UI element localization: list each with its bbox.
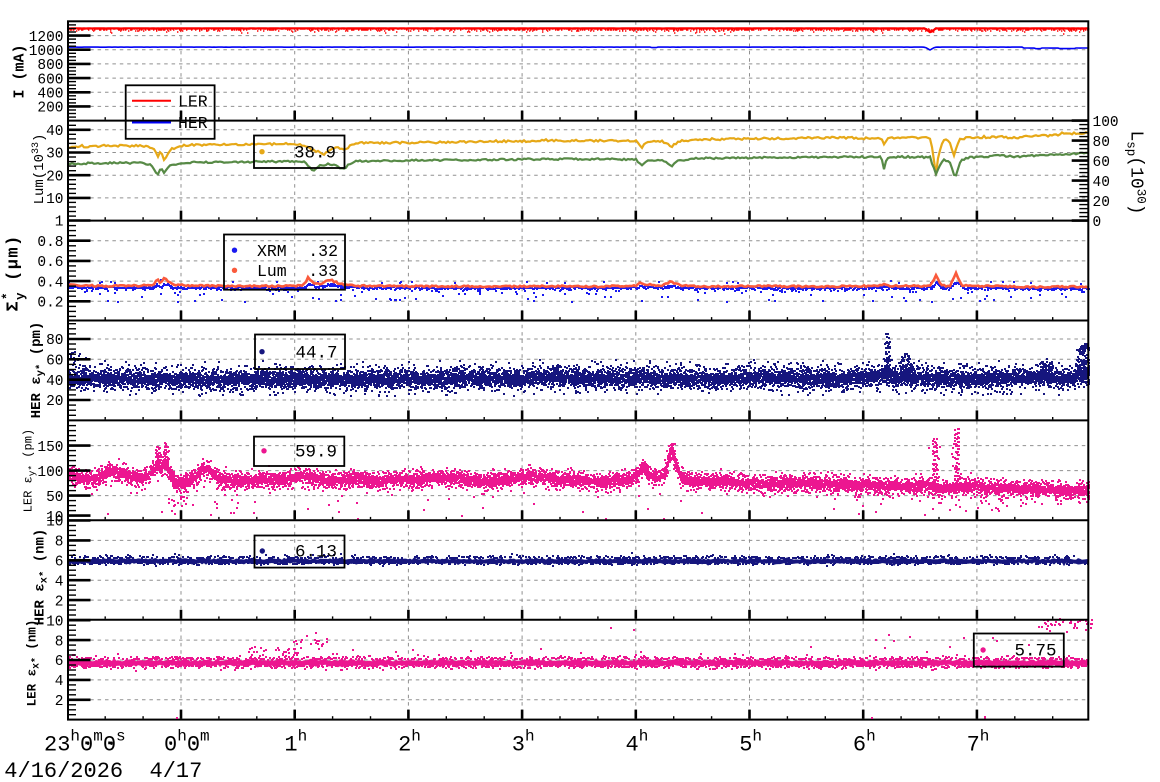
svg-text:400: 400 — [37, 87, 63, 103]
svg-text:7h: 7h — [967, 728, 990, 758]
svg-text:XRM: XRM — [257, 242, 287, 261]
svg-text:0.4: 0.4 — [37, 275, 63, 291]
svg-text:100: 100 — [1093, 115, 1119, 131]
svg-text:50: 50 — [46, 490, 63, 506]
svg-text:20: 20 — [46, 394, 63, 410]
svg-text:10: 10 — [46, 192, 63, 208]
svg-text:40: 40 — [46, 124, 63, 140]
svg-text:.32: .32 — [308, 242, 338, 261]
svg-text:100: 100 — [37, 465, 63, 481]
svg-text:3h: 3h — [512, 728, 535, 758]
svg-text:HER: HER — [178, 114, 208, 133]
svg-text:20: 20 — [46, 169, 63, 185]
svg-text:44.7: 44.7 — [295, 343, 337, 363]
svg-text:4: 4 — [55, 674, 64, 690]
svg-text:LER: LER — [178, 92, 208, 111]
svg-text:60: 60 — [1093, 155, 1110, 171]
svg-text:1: 1 — [55, 215, 64, 231]
svg-text:8: 8 — [55, 535, 64, 551]
svg-text:LER εx* (nm): LER εx* (nm) — [26, 620, 42, 707]
svg-text:6: 6 — [55, 654, 64, 670]
svg-text:6h: 6h — [853, 728, 876, 758]
svg-text:.33: .33 — [308, 262, 338, 281]
svg-text:0h0m: 0h0m — [164, 728, 210, 758]
svg-text:LER εy* (pm): LER εy* (pm) — [22, 429, 38, 512]
svg-text:150: 150 — [37, 440, 63, 456]
svg-text:40: 40 — [1093, 175, 1110, 191]
svg-text:6: 6 — [55, 555, 64, 571]
svg-text:59.9: 59.9 — [295, 443, 337, 463]
svg-text:40: 40 — [46, 374, 63, 390]
svg-text:20: 20 — [1093, 195, 1110, 211]
svg-text:6.13: 6.13 — [295, 543, 337, 563]
svg-text:4h: 4h — [626, 728, 649, 758]
svg-text:I (mA): I (mA) — [12, 44, 29, 98]
svg-text:4: 4 — [55, 574, 64, 590]
svg-text:HER εy* (pm): HER εy* (pm) — [29, 322, 47, 419]
svg-text:8: 8 — [55, 634, 64, 650]
svg-text:2: 2 — [55, 594, 64, 610]
svg-text:0: 0 — [1093, 215, 1102, 231]
svg-text:80: 80 — [1093, 135, 1110, 151]
svg-text:10: 10 — [46, 515, 63, 531]
svg-text:1000: 1000 — [29, 44, 64, 60]
svg-text:600: 600 — [37, 72, 63, 88]
svg-text:5.75: 5.75 — [1014, 642, 1056, 662]
svg-text:5h: 5h — [739, 728, 762, 758]
svg-text:80: 80 — [46, 333, 63, 349]
svg-text:200: 200 — [37, 101, 63, 117]
svg-text:30: 30 — [46, 147, 63, 163]
svg-text:0.6: 0.6 — [37, 255, 63, 271]
svg-text:0.8: 0.8 — [37, 235, 63, 251]
svg-text:1h: 1h — [284, 728, 307, 758]
svg-text:4/16/2026 4/17: 4/16/2026 4/17 — [4, 759, 202, 782]
svg-text:1200: 1200 — [29, 30, 64, 46]
svg-text:10: 10 — [46, 614, 63, 630]
svg-text:HER εx* (nm): HER εx* (nm) — [33, 529, 51, 626]
svg-text:Lum: Lum — [257, 262, 287, 281]
svg-text:Σ*y (μm): Σ*y (μm) — [1, 234, 28, 311]
svg-text:23h0m0s: 23h0m0s — [44, 728, 126, 758]
svg-text:10: 10 — [46, 510, 63, 526]
svg-text:60: 60 — [46, 354, 63, 370]
svg-text:800: 800 — [37, 58, 63, 74]
svg-text:2h: 2h — [398, 728, 421, 758]
svg-text:2: 2 — [55, 694, 64, 710]
svg-text:38.9: 38.9 — [294, 143, 336, 163]
svg-text:0.2: 0.2 — [37, 296, 63, 312]
